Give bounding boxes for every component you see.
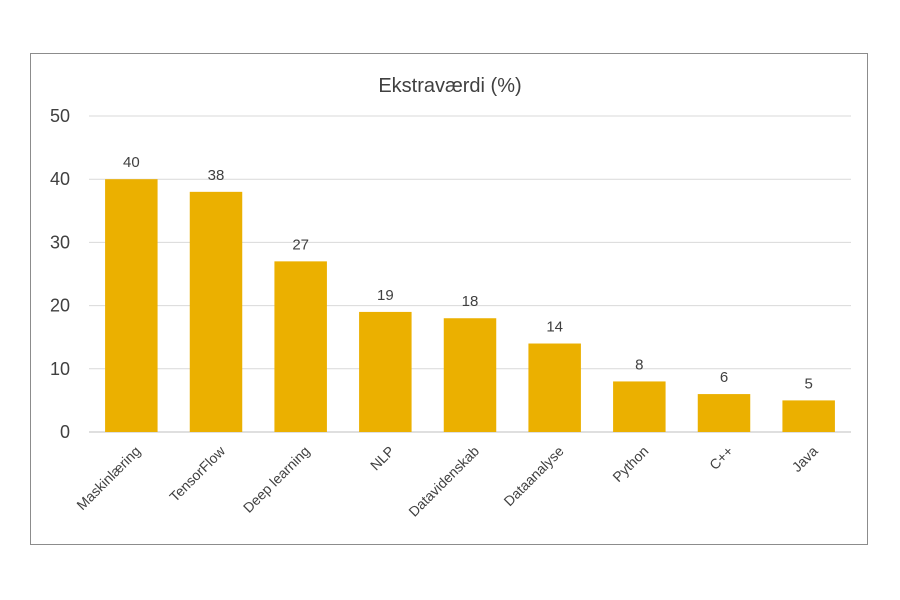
bar <box>274 261 327 432</box>
data-label: 19 <box>377 287 394 304</box>
chart-title: Ekstraværdi (%) <box>378 75 521 97</box>
data-label: 40 <box>123 154 140 171</box>
bar <box>528 343 581 432</box>
x-tick-label: Deep learning <box>240 443 313 516</box>
y-tick-label: 20 <box>50 296 70 316</box>
data-label: 8 <box>635 356 643 373</box>
y-tick-label: 30 <box>50 232 70 252</box>
data-label: 27 <box>292 236 309 253</box>
bar <box>782 400 835 432</box>
x-tick-label: Python <box>609 443 651 485</box>
data-label: 6 <box>720 369 728 386</box>
data-label: 38 <box>208 167 225 184</box>
y-tick-label: 0 <box>60 422 70 442</box>
bars <box>105 179 835 432</box>
bar <box>697 394 751 432</box>
bar <box>613 381 666 432</box>
bar <box>189 191 243 432</box>
data-label: 18 <box>462 293 479 310</box>
bar <box>443 318 497 432</box>
y-axis-ticks: 0 10 20 30 40 50 <box>50 106 70 442</box>
y-tick-label: 40 <box>50 169 70 189</box>
bar <box>105 179 158 432</box>
x-tick-label: Datavidenskab <box>405 443 482 520</box>
x-tick-label: Maskinlæring <box>73 443 143 513</box>
x-tick-label: NLP <box>367 443 398 474</box>
y-tick-label: 10 <box>50 359 70 379</box>
x-tick-label: Java <box>789 443 821 475</box>
x-tick-label: Dataanalyse <box>500 443 566 509</box>
data-labels: 40 38 27 19 18 14 8 6 5 <box>123 154 813 392</box>
data-label: 5 <box>804 375 812 392</box>
x-tick-label: C++ <box>706 443 736 473</box>
x-axis-ticks: Maskinlæring TensorFlow Deep learning NLP Da… <box>73 442 821 519</box>
data-label: 14 <box>546 319 563 336</box>
bar <box>359 311 412 432</box>
x-tick-label: TensorFlow <box>166 442 229 505</box>
chart-frame <box>30 53 868 545</box>
y-tick-label: 50 <box>50 106 70 126</box>
